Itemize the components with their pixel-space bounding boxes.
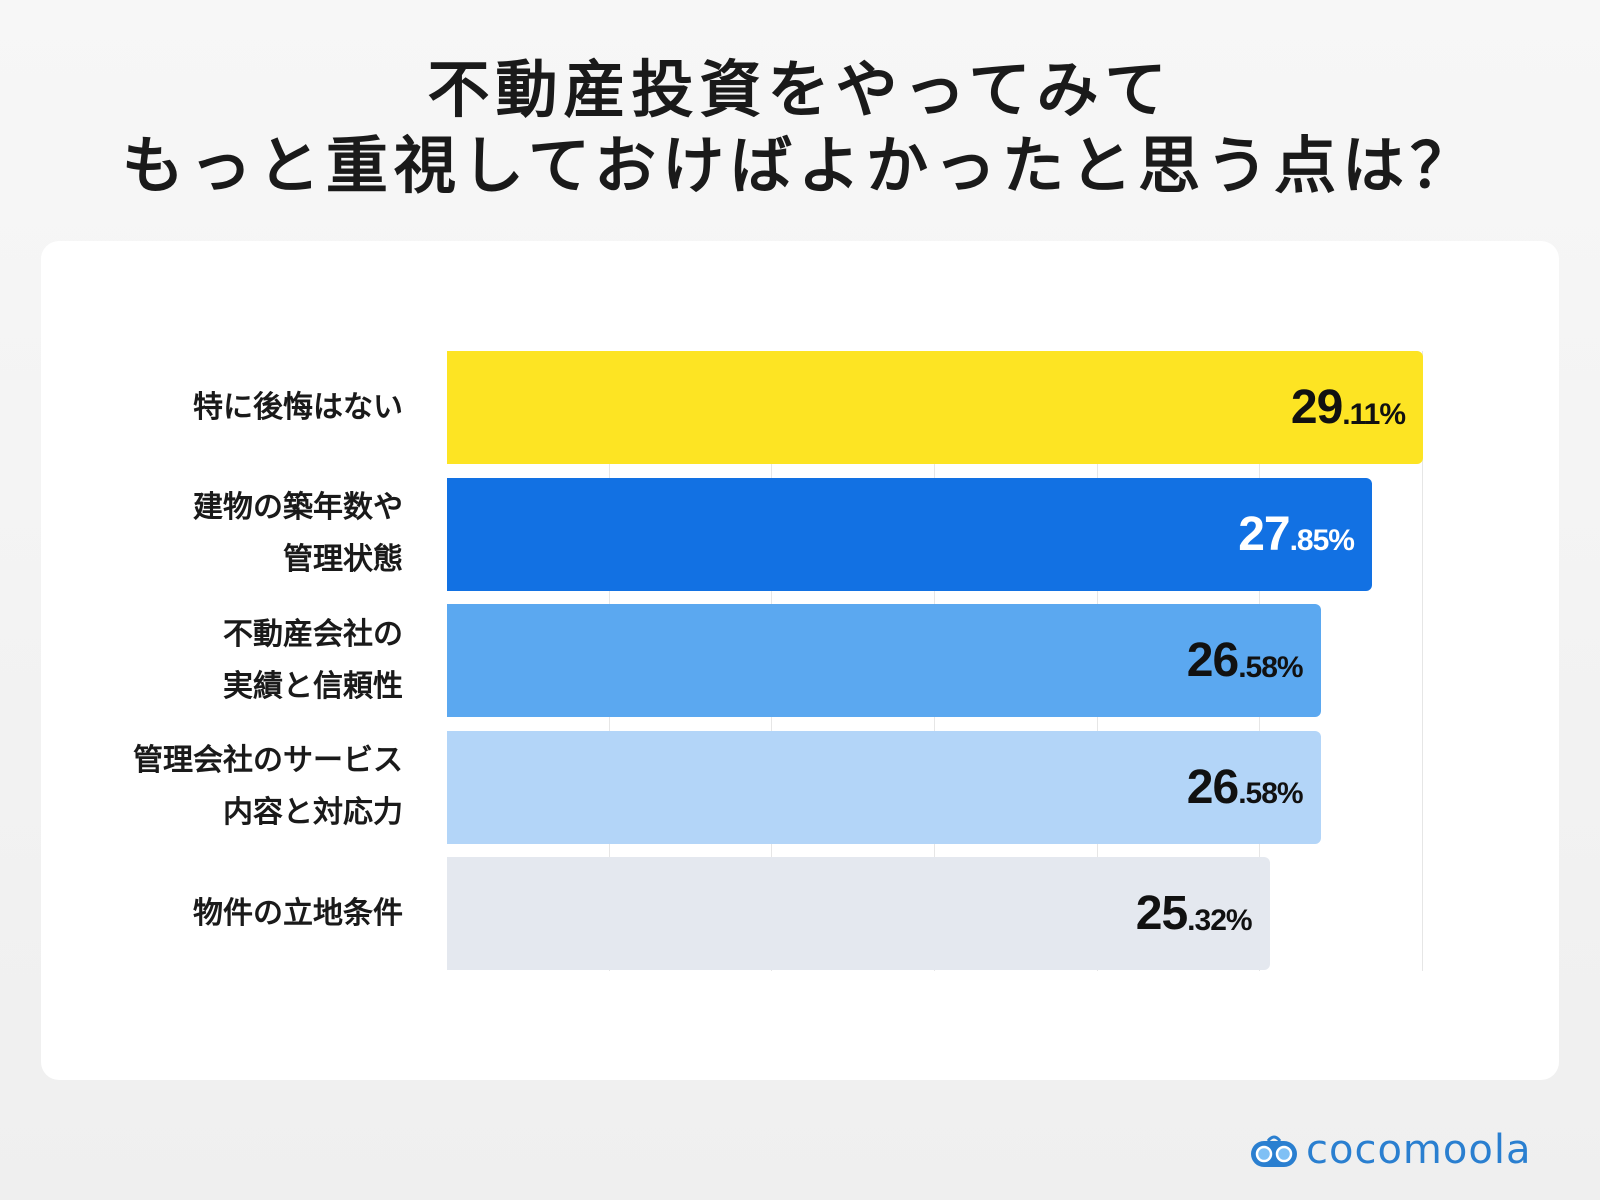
category-label-line: 物件の立地条件 <box>193 895 403 931</box>
data-label-dec: .58% <box>1238 777 1303 810</box>
bar: 26.58% <box>447 604 1321 717</box>
logo-icon <box>1251 1135 1297 1167</box>
data-label: 26.58% <box>1186 604 1304 717</box>
logo-text: cocomoola <box>1306 1127 1532 1173</box>
bar: 29.11% <box>447 351 1423 464</box>
data-label-dec: .32% <box>1187 903 1252 937</box>
data-label: 27.85% <box>1238 478 1355 591</box>
bar: 26.58% <box>447 730 1321 844</box>
category-label: 建物の築年数や管理状態 <box>23 478 403 591</box>
data-label-dec: .11% <box>1342 397 1406 431</box>
data-label: 25.32% <box>1135 857 1253 970</box>
category-label-line: 実績と信頼性 <box>223 668 403 704</box>
title-line-1: 不動産投資をやってみて <box>427 53 1173 126</box>
data-label-dec: .85% <box>1289 524 1355 557</box>
category-label-line: 内容と対応力 <box>223 795 403 830</box>
cocomoola-logo: cocomoola <box>1250 1127 1531 1173</box>
category-label-line: 管理状態 <box>283 542 403 577</box>
bar: 25.32% <box>447 857 1270 970</box>
data-label-int: 26 <box>1186 634 1239 687</box>
category-label: 物件の立地条件 <box>23 857 403 970</box>
category-label-line: 管理会社のサービス <box>133 743 403 778</box>
plot-area: 29.11% 27.85% 26.58% 26.58% 25.32% <box>447 351 1423 971</box>
gridline <box>1422 351 1423 971</box>
category-label: 特に後悔はない <box>23 351 403 464</box>
data-label: 26.58% <box>1186 731 1304 844</box>
data-label-int: 29 <box>1290 381 1343 434</box>
data-label-int: 25 <box>1135 887 1188 940</box>
data-label: 29.11% <box>1290 351 1406 464</box>
chart-title: 不動産投資をやってみて もっと重視しておけばよかったと思う点は？ <box>0 52 1600 204</box>
data-label-int: 27 <box>1238 507 1290 561</box>
data-label-dec: .58% <box>1238 650 1303 684</box>
data-label-int: 26 <box>1186 760 1239 814</box>
category-label-line: 建物の築年数や <box>193 490 403 525</box>
category-label-line: 不動産会社の <box>223 616 403 652</box>
bar: 27.85% <box>447 477 1372 591</box>
category-label: 不動産会社の 実績と信頼性 <box>23 604 403 717</box>
category-label: 管理会社のサービス内容と対応力 <box>23 731 403 844</box>
title-line-2: もっと重視しておけばよかったと思う点は？ <box>121 129 1479 202</box>
category-label-line: 特に後悔はない <box>193 389 403 425</box>
